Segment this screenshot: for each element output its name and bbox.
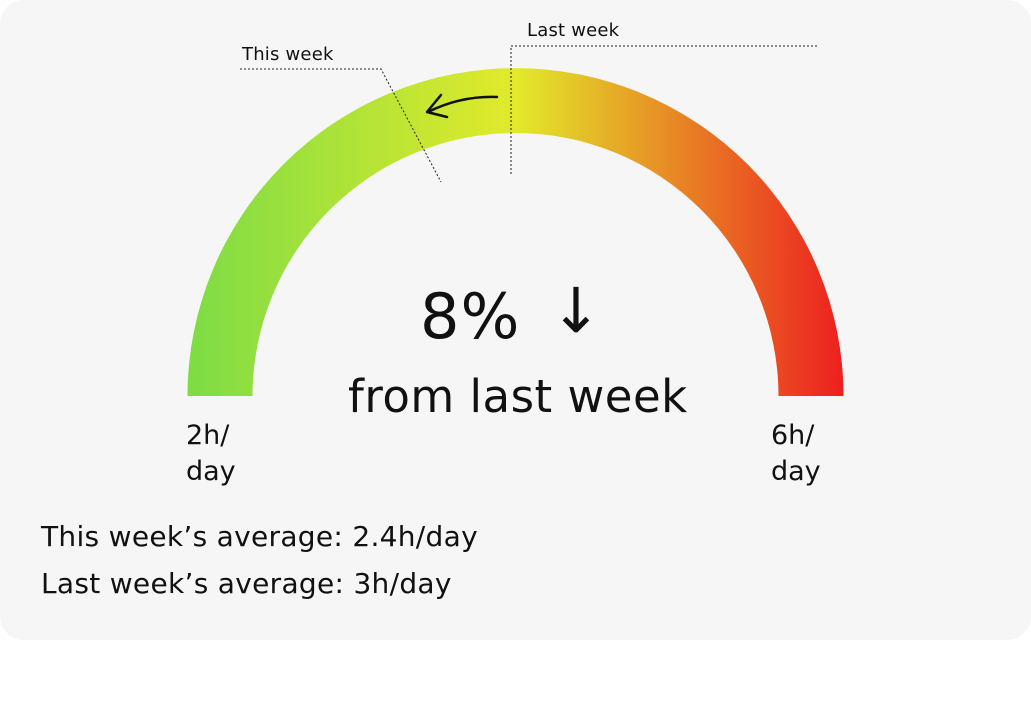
this-week-average: This week’s average: 2.4h/day — [41, 520, 478, 553]
gauge — [187, 45, 844, 396]
this-week-leader-line — [240, 68, 442, 183]
last-week-average: Last week’s average: 3h/day — [41, 567, 452, 600]
gauge-arc — [187, 68, 844, 396]
gauge-min-label-line2: day — [186, 456, 236, 487]
down-arrow-icon: ↓ — [550, 274, 602, 347]
gauge-min-label-line1: 2h/ — [186, 420, 230, 451]
change-caption: from last week — [348, 370, 688, 423]
gauge-min-label: 2h/ day — [186, 418, 236, 490]
gauge-max-label-line1: 6h/ — [771, 420, 815, 451]
gauge-max-label-line2: day — [771, 456, 821, 487]
usage-card: Last week This week 8% ↓ from last week … — [41, 20, 844, 600]
change-percent: 8% — [420, 280, 521, 353]
gauge-max-label: 6h/ day — [771, 418, 821, 490]
change-direction-arrowhead — [425, 93, 449, 119]
change-direction-arrow — [426, 95, 499, 114]
this-week-marker-label: This week — [242, 44, 334, 65]
last-week-leader-line — [510, 45, 817, 175]
last-week-marker-label: Last week — [527, 20, 620, 41]
